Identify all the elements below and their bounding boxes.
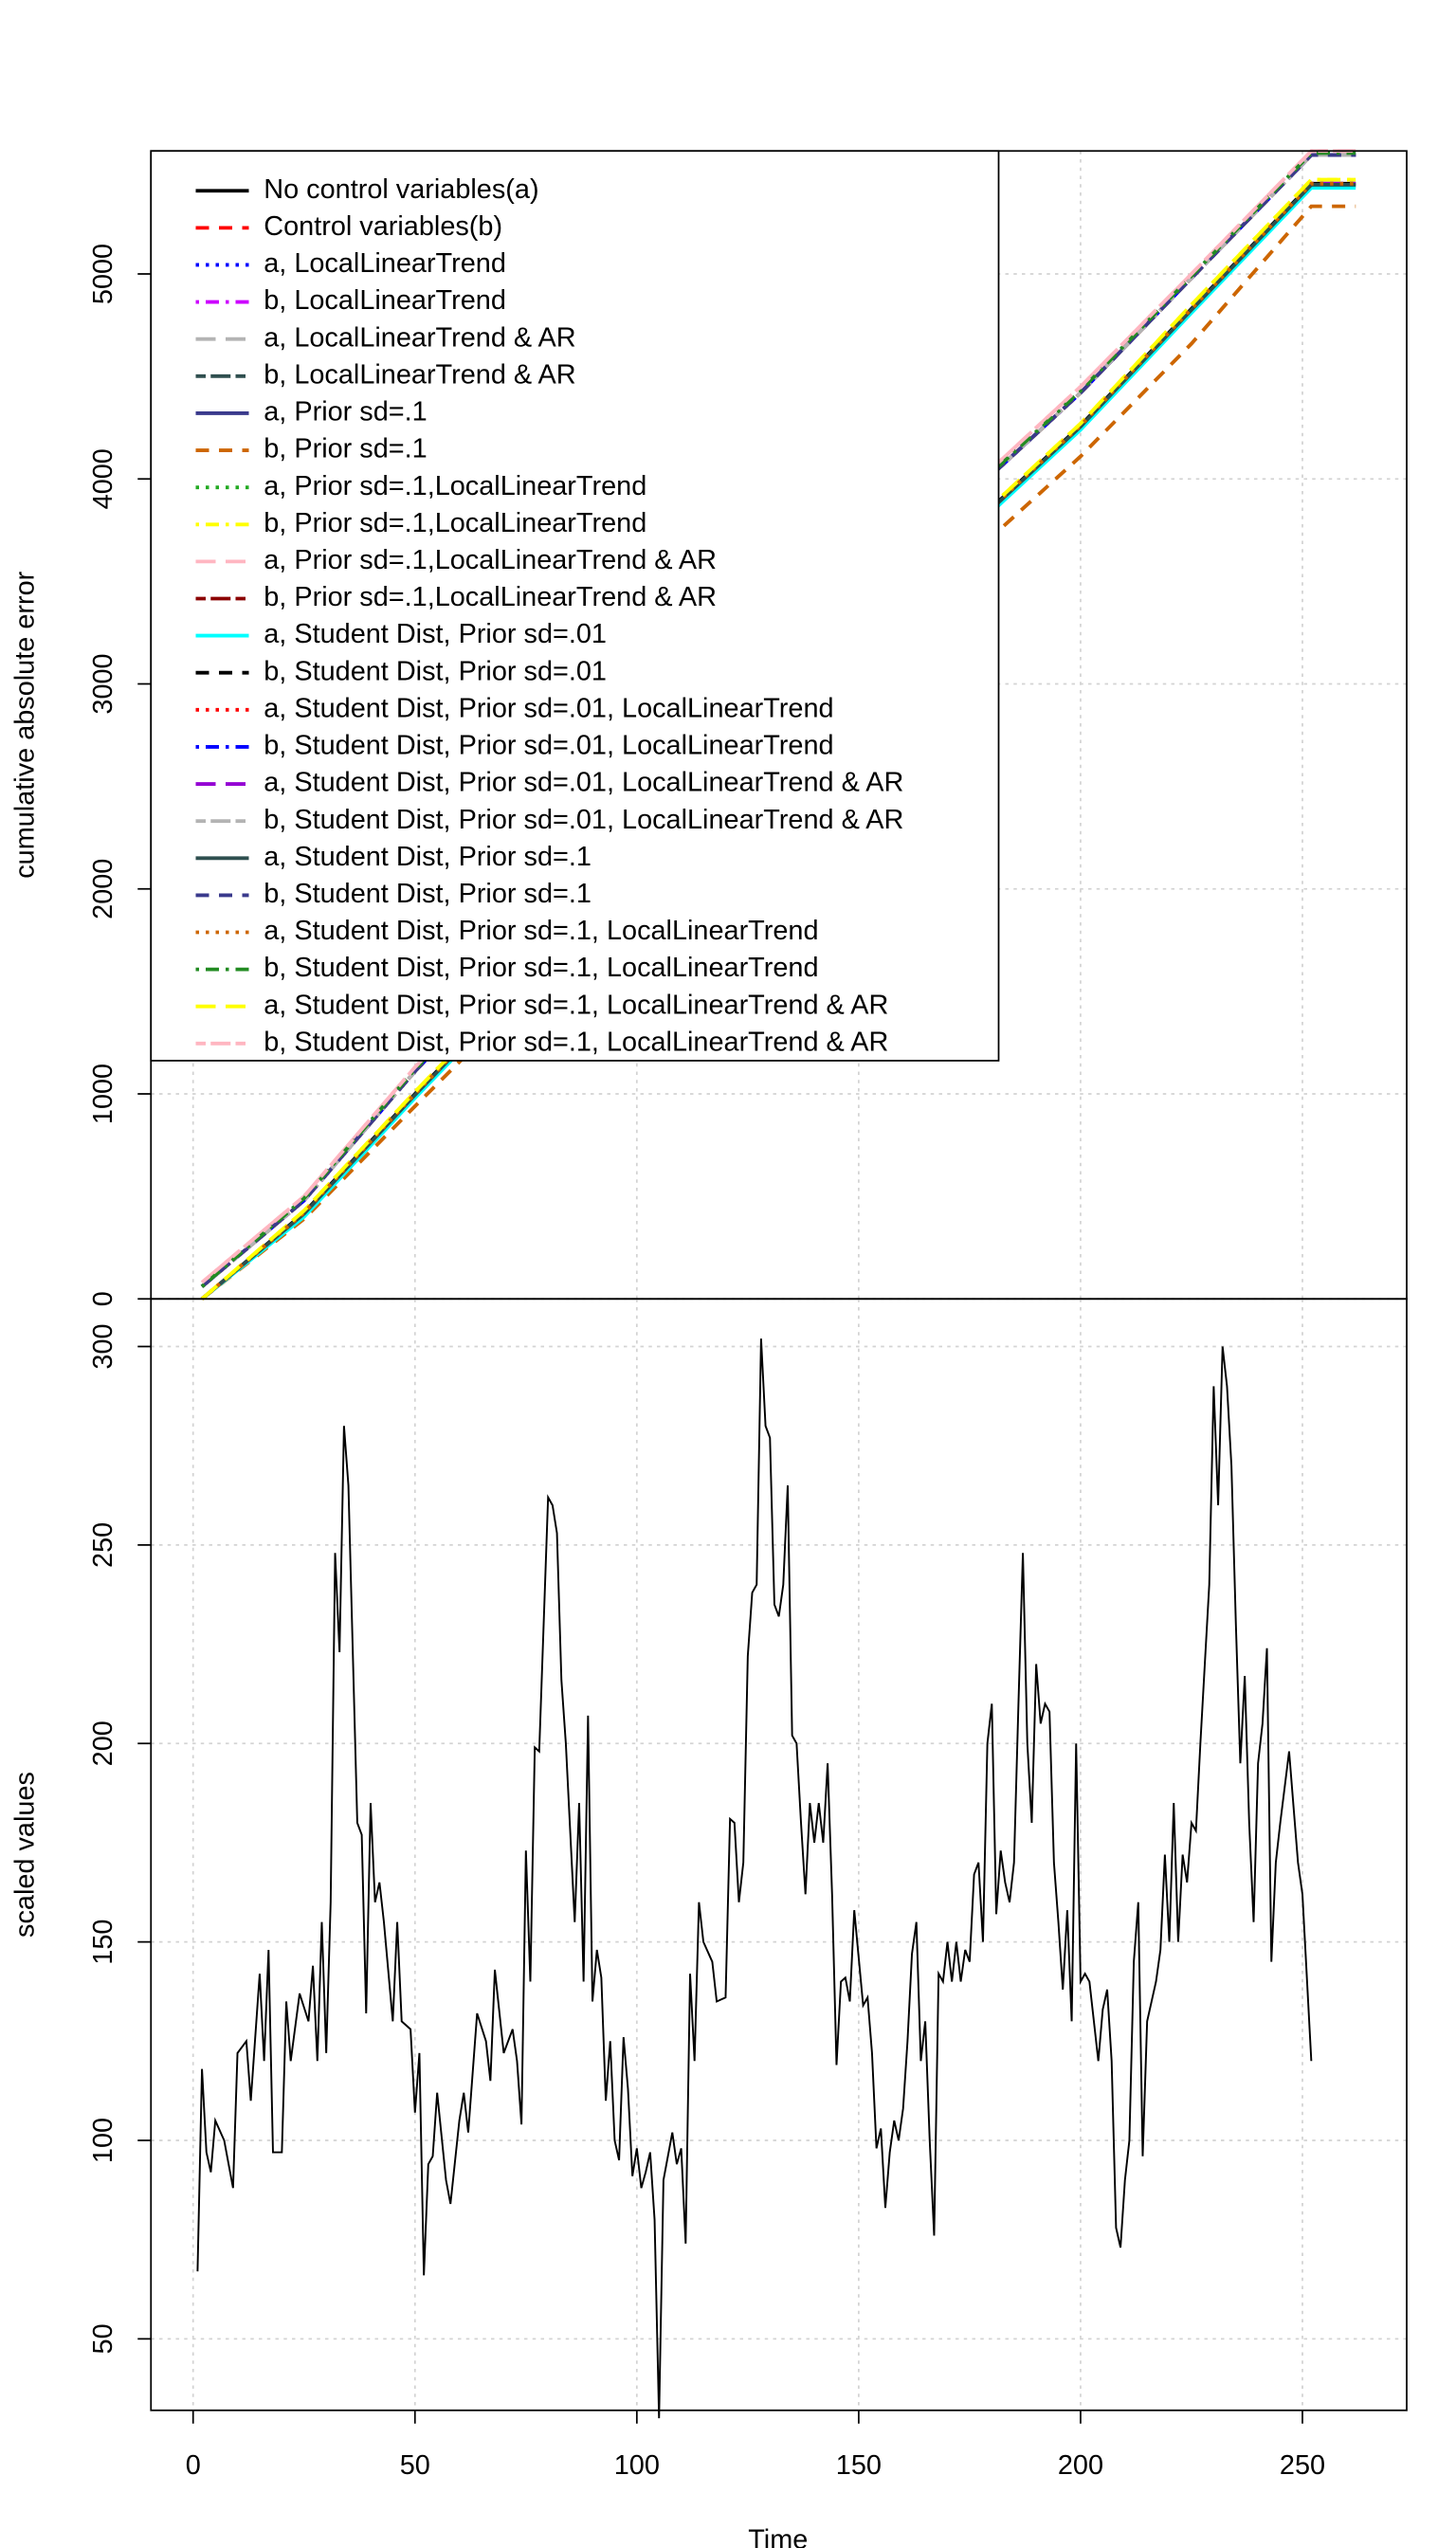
y-tick-label: 2000 [88, 859, 118, 919]
y-tick-label: 100 [88, 2118, 118, 2163]
legend-label: b, Student Dist, Prior sd=.1, LocalLinea… [264, 953, 818, 983]
x-tick-label: 50 [400, 2450, 430, 2481]
y-axis-title: scaled values [10, 1772, 41, 1938]
data-line [196, 1338, 1313, 2419]
legend-label: b, LocalLinearTrend & AR [264, 359, 575, 390]
y-tick-label: 1000 [88, 1064, 118, 1124]
legend-label: b, LocalLinearTrend [264, 285, 506, 316]
y-axis-title: cumulative absolute error [10, 571, 41, 878]
legend-label: a, Student Dist, Prior sd=.01 [264, 619, 607, 649]
y-tick-label: 5000 [88, 244, 118, 304]
legend-label: No control variables(a) [264, 174, 538, 205]
legend-label: a, Prior sd=.1,LocalLinearTrend & AR [264, 545, 717, 575]
legend-label: a, Student Dist, Prior sd=.01, LocalLine… [264, 693, 833, 723]
y-tick-label: 3000 [88, 653, 118, 714]
legend-label: b, Student Dist, Prior sd=.1 [264, 879, 592, 909]
data-line [200, 204, 1356, 1301]
legend-label: a, Student Dist, Prior sd=.1, LocalLinea… [264, 916, 818, 946]
y-tick-label: 0 [88, 1291, 118, 1306]
legend-label: b, Student Dist, Prior sd=.01 [264, 656, 607, 686]
legend-label: a, Student Dist, Prior sd=.1, LocalLinea… [264, 990, 888, 1020]
legend-label: a, Student Dist, Prior sd=.01, LocalLine… [264, 768, 903, 798]
legend-label: b, Student Dist, Prior sd=.01, LocalLine… [264, 731, 833, 761]
y-tick-label: 150 [88, 1920, 118, 1965]
legend-label: a, Prior sd=.1,LocalLinearTrend [264, 471, 646, 501]
legend-label: b, Prior sd=.1 [264, 434, 427, 464]
legend-box [150, 150, 1000, 1062]
x-axis-title: Time [748, 2525, 808, 2548]
legend-label: a, LocalLinearTrend & AR [264, 322, 575, 353]
legend-label: b, Student Dist, Prior sd=.1, LocalLinea… [264, 1027, 888, 1057]
x-tick-label: 150 [836, 2450, 882, 2481]
legend-label: a, Prior sd=.1 [264, 397, 427, 428]
legend-label: a, LocalLinearTrend [264, 248, 506, 279]
y-tick-label: 250 [88, 1522, 118, 1568]
legend-label: a, Student Dist, Prior sd=.1 [264, 842, 592, 872]
x-tick-label: 250 [1280, 2450, 1325, 2481]
y-tick-label: 50 [88, 2323, 118, 2354]
legend-label: b, Prior sd=.1,LocalLinearTrend [264, 508, 646, 538]
legend-label: b, Prior sd=.1,LocalLinearTrend & AR [264, 582, 717, 612]
y-tick-label: 300 [88, 1323, 118, 1369]
y-tick-label: 4000 [88, 448, 118, 509]
x-tick-label: 100 [614, 2450, 660, 2481]
x-tick-label: 0 [186, 2450, 201, 2481]
plot-frame [150, 1298, 1408, 2412]
legend-label: b, Student Dist, Prior sd=.01, LocalLine… [264, 805, 903, 835]
y-tick-label: 200 [88, 1720, 118, 1766]
x-tick-label: 200 [1058, 2450, 1103, 2481]
legend-label: Control variables(b) [264, 211, 502, 242]
